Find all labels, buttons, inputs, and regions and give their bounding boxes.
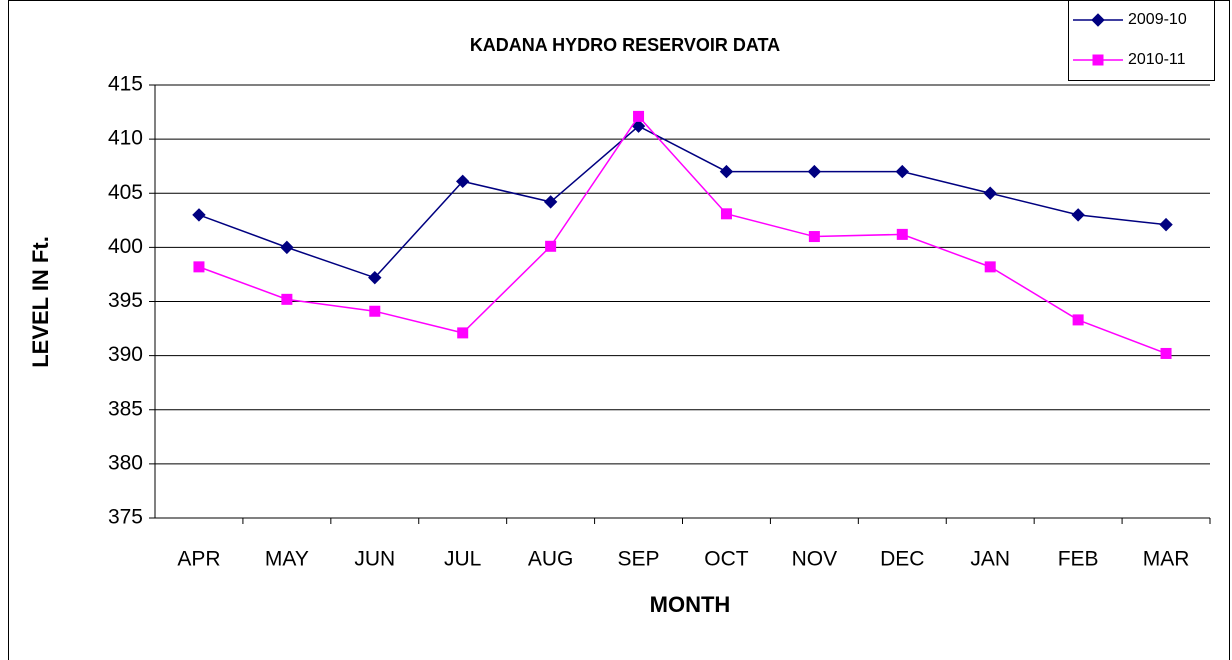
data-point (807, 164, 822, 179)
data-point (984, 261, 996, 273)
y-tick-label: 395 (108, 289, 143, 312)
data-point (631, 119, 646, 133)
x-tick-label: MAR (1143, 548, 1190, 571)
data-point (720, 208, 732, 220)
y-tick-label: 410 (108, 127, 143, 150)
data-point (895, 164, 909, 179)
x-tick-label: APR (177, 548, 220, 571)
data-point (456, 174, 470, 189)
data-point (1072, 314, 1084, 326)
x-tick-label: MAY (265, 548, 309, 571)
data-point (545, 240, 557, 252)
chart-title: KADANA HYDRO RESERVOIR DATA (470, 35, 780, 55)
data-point (369, 305, 381, 317)
legend-box (1068, 0, 1215, 81)
data-point (192, 208, 206, 222)
x-tick-label: FEB (1058, 548, 1099, 571)
legend-marker (1091, 13, 1105, 27)
x-tick-label: JUN (354, 548, 395, 571)
x-tick-label: AUG (528, 548, 574, 571)
x-tick-label: JAN (970, 548, 1010, 571)
x-axis-label: MONTH (650, 592, 731, 617)
x-tick-label: DEC (880, 548, 924, 571)
x-tick-label: OCT (704, 548, 749, 571)
legend-marker (1092, 54, 1104, 66)
data-point (280, 240, 294, 255)
data-point (1071, 208, 1085, 222)
series-line (198, 115, 1167, 355)
data-point (633, 110, 645, 122)
data-point (1159, 217, 1173, 232)
data-point (719, 164, 734, 179)
data-point (457, 327, 469, 339)
data-point (983, 186, 997, 200)
data-point (193, 261, 205, 273)
data-point (281, 293, 293, 305)
data-point (1160, 347, 1172, 359)
chart-border (8, 0, 1230, 660)
x-tick-label: JUL (444, 548, 481, 571)
y-tick-label: 405 (108, 181, 143, 204)
y-axis-label: LEVEL IN Ft. (28, 236, 53, 368)
y-tick-label: 385 (108, 397, 143, 420)
y-tick-label: 375 (108, 506, 143, 529)
y-tick-label: 390 (108, 343, 143, 366)
data-point (543, 195, 558, 209)
y-tick-label: 415 (108, 73, 143, 96)
data-point (808, 231, 820, 243)
series-line (198, 125, 1167, 279)
data-point (896, 228, 908, 240)
legend-label: 2010-11 (1128, 51, 1186, 68)
y-tick-label: 380 (108, 451, 143, 474)
legend-label: 2009-10 (1128, 11, 1187, 28)
y-tick-label: 400 (108, 235, 143, 258)
x-tick-label: SEP (618, 548, 660, 571)
data-point (368, 270, 382, 285)
x-tick-label: NOV (792, 548, 838, 571)
